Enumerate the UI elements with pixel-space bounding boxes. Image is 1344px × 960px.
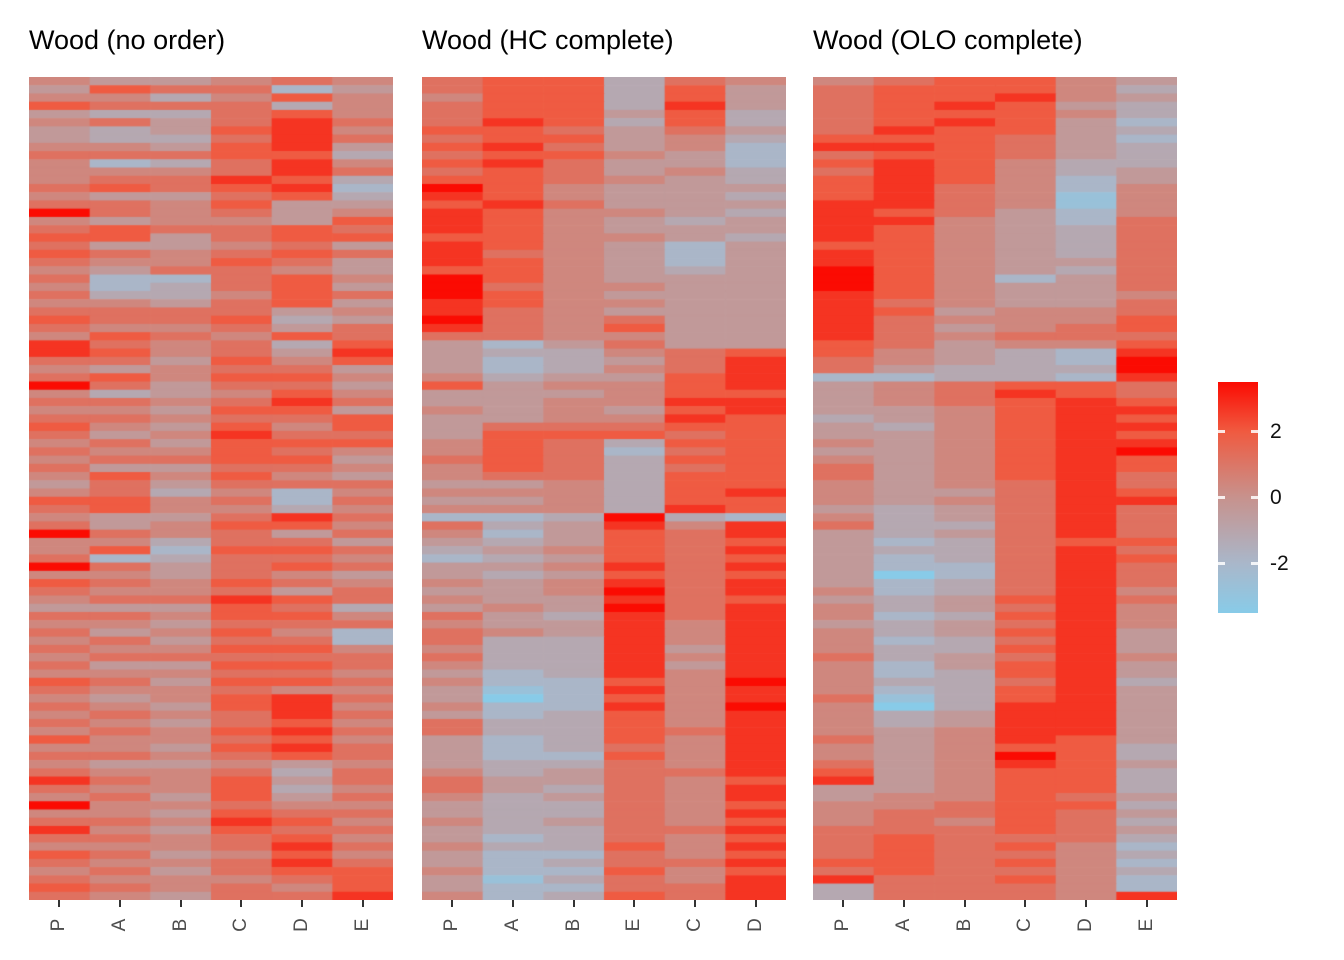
legend-tick-label: 0 — [1270, 485, 1282, 509]
x-axis-label: D — [291, 918, 312, 932]
legend-tick-label: -2 — [1270, 551, 1289, 575]
x-axis-label: E — [1135, 918, 1157, 932]
legend-tick-mark — [1251, 496, 1258, 499]
x-axis-label: D — [1075, 918, 1096, 932]
heatmap-panel-no-order: Wood (no order) P A B C D E — [29, 25, 393, 932]
panel-title-hc-complete: Wood (HC complete) — [422, 25, 674, 55]
heatmap-panel-hc-complete: Wood (HC complete) P A B E C D — [422, 25, 786, 932]
x-axis-tick — [512, 900, 514, 907]
x-axis-label: A — [502, 918, 523, 932]
x-axis-tick — [361, 900, 364, 907]
x-axis-tick — [1145, 900, 1148, 907]
legend-tick-mark — [1251, 562, 1258, 565]
x-axis-tick — [694, 900, 696, 907]
legend-tick-mark — [1218, 562, 1225, 565]
x-axis-label: A — [109, 918, 130, 932]
x-axis-label: P — [832, 918, 854, 932]
legend-tick-label: 2 — [1270, 419, 1282, 443]
heatmap-panel-olo-complete: Wood (OLO complete) P A B C D E — [813, 25, 1177, 932]
legend-tick-mark — [1251, 430, 1258, 433]
x-axis-label: B — [953, 918, 975, 932]
x-axis-tick — [754, 900, 757, 907]
legend-tick-mark — [1218, 496, 1225, 499]
x-axis-tick — [572, 900, 575, 907]
x-axis-tick — [903, 900, 905, 907]
x-axis-label: B — [169, 918, 191, 932]
x-axis-label: C — [230, 918, 252, 932]
x-axis-label: C — [1014, 918, 1036, 932]
x-axis-label: P — [48, 918, 70, 932]
x-axis-tick — [842, 900, 845, 907]
heatmap-hc-complete — [422, 77, 786, 900]
x-axis-label: P — [441, 918, 463, 932]
color-legend: 2 0 -2 — [1218, 382, 1344, 613]
x-axis-tick — [633, 900, 636, 907]
x-axis-label: A — [893, 918, 914, 932]
x-axis-label: D — [744, 918, 766, 932]
panel-title-olo-complete: Wood (OLO complete) — [813, 25, 1083, 55]
heatmap-olo-complete — [813, 77, 1177, 900]
panel-title-no-order: Wood (no order) — [29, 25, 226, 55]
x-axis-tick — [963, 900, 966, 907]
x-axis-tick — [58, 900, 61, 907]
x-axis-label: C — [684, 918, 705, 932]
x-axis-label: E — [623, 918, 645, 932]
x-axis-label: E — [351, 918, 373, 932]
legend-tick-mark — [1218, 430, 1225, 433]
x-axis-tick — [1085, 900, 1087, 907]
x-axis-tick — [301, 900, 303, 907]
x-axis-tick — [179, 900, 182, 907]
x-axis-tick — [119, 900, 121, 907]
x-axis-tick — [240, 900, 243, 907]
x-axis-tick — [1024, 900, 1027, 907]
heatmap-no-order — [29, 77, 393, 900]
x-axis-tick — [451, 900, 454, 907]
x-axis-label: B — [562, 918, 584, 932]
